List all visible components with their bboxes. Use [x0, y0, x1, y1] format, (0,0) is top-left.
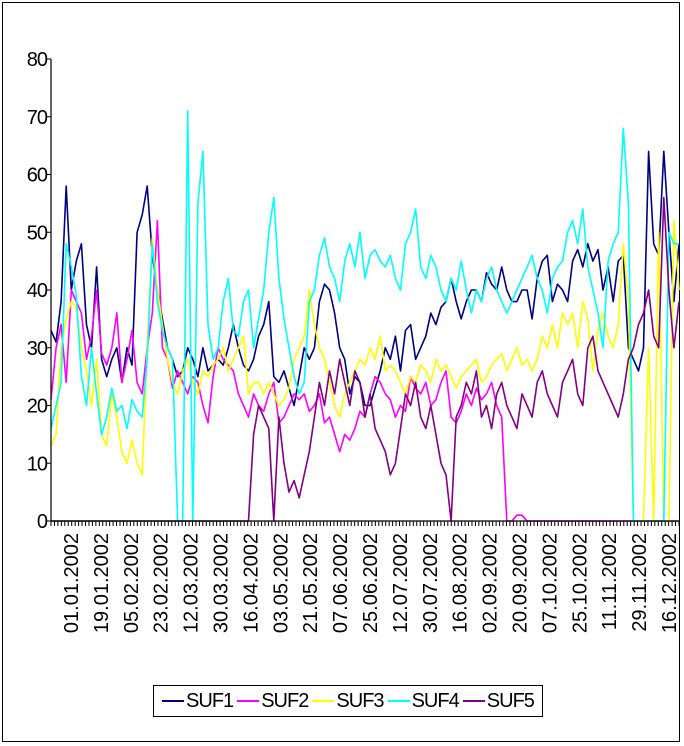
legend-item-suf2: SUF2 — [237, 689, 309, 713]
legend-swatch — [237, 700, 260, 702]
y-tick-label: 20 — [27, 396, 48, 418]
legend-swatch — [312, 700, 335, 702]
x-tick-label: 19.01.2002 — [91, 533, 113, 633]
y-tick-label: 70 — [27, 107, 48, 129]
y-tick-label: 40 — [27, 280, 48, 302]
legend-label: SUF2 — [261, 689, 309, 712]
x-tick-label: 16.08.2002 — [450, 533, 472, 633]
x-tick-label: 21.05.2002 — [300, 533, 322, 633]
series-line-suf4 — [50, 110, 679, 522]
legend-item-suf4: SUF4 — [387, 689, 460, 713]
y-tick-label: 80 — [27, 49, 48, 71]
x-tick-label: 16.12.2002 — [659, 533, 681, 633]
x-tick-label: 29.11.2002 — [629, 533, 651, 632]
legend-label: SUF4 — [411, 689, 460, 712]
series-line-suf2 — [50, 219, 679, 522]
x-tick-label: 30.07.2002 — [420, 533, 442, 633]
legend-swatch — [387, 700, 410, 702]
x-tick-label: 20.09.2002 — [510, 533, 532, 633]
line-chart: 0 10 20 30 40 50 60 70 80 01.01.2002 19.01.2002 05.… — [27, 49, 681, 633]
legend-item-suf1: SUF1 — [162, 689, 234, 713]
legend-item-suf5: SUF5 — [462, 689, 535, 713]
legend: SUF1 SUF2 SUF3 SUF4 SUF5 — [153, 685, 543, 717]
x-tick-label: 16.04.2002 — [240, 533, 262, 633]
x-tick-label: 02.09.2002 — [480, 533, 502, 633]
y-tick-label: 10 — [27, 453, 48, 475]
x-tick-label: 25.06.2002 — [360, 533, 382, 633]
legend-label: SUF1 — [186, 689, 234, 712]
x-tick-label: 12.07.2002 — [390, 533, 412, 633]
x-tick-label: 30.03.2002 — [211, 533, 233, 633]
x-tick-label: 07.06.2002 — [330, 533, 352, 633]
legend-label: SUF3 — [336, 689, 384, 712]
x-tick-label: 03.05.2002 — [270, 533, 292, 633]
x-tick-label: 25.10.2002 — [569, 533, 591, 633]
x-tick-label: 12.03.2002 — [181, 533, 203, 633]
legend-label: SUF5 — [486, 689, 535, 712]
x-tick-label: 11.11.2002 — [599, 533, 621, 630]
legend-swatch — [162, 700, 185, 702]
legend-swatch — [462, 700, 485, 702]
y-tick-label: 50 — [27, 222, 48, 244]
x-tick-label: 23.02.2002 — [151, 533, 173, 633]
y-tick-label: 30 — [27, 338, 48, 360]
legend-item-suf3: SUF3 — [312, 689, 385, 713]
x-tick-label: 07.10.2002 — [539, 533, 561, 633]
y-tick-label: 0 — [37, 511, 48, 533]
y-tick-label: 60 — [27, 165, 48, 187]
x-tick-label: 05.02.2002 — [121, 533, 143, 633]
x-tick-label: 01.01.2002 — [61, 533, 83, 633]
series-line-suf3 — [50, 219, 680, 522]
